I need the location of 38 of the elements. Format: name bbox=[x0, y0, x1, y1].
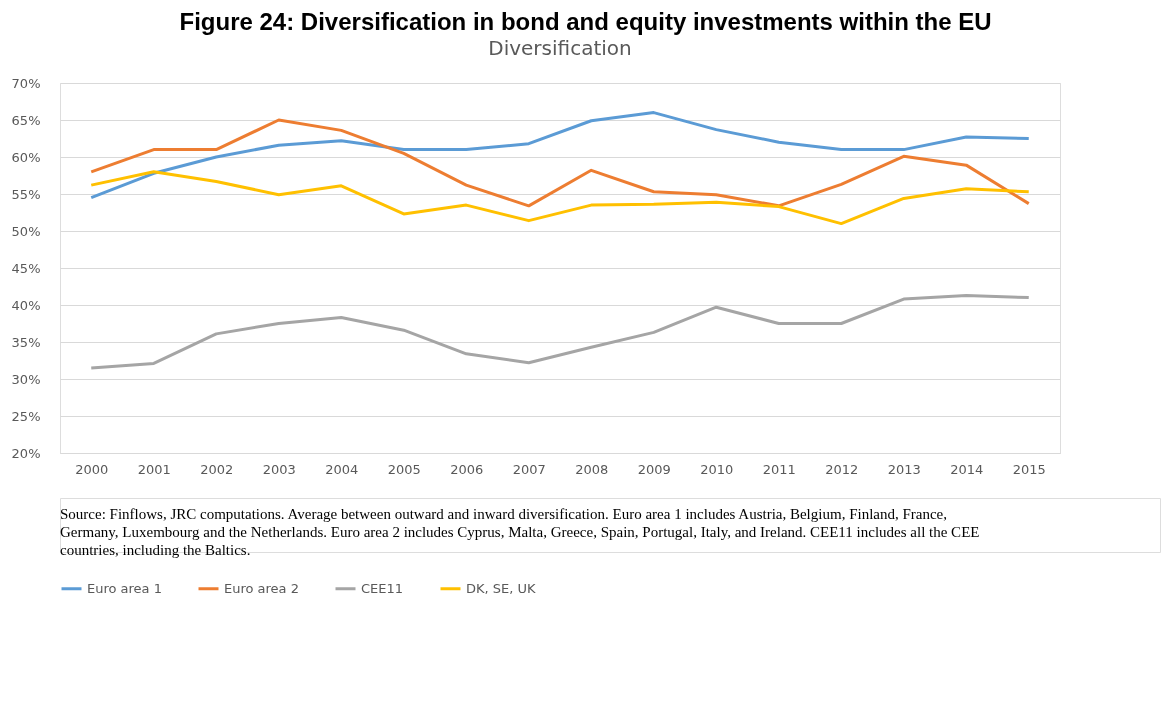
chart-subtitle: Diversification bbox=[488, 36, 632, 60]
y-tick-label: 70% bbox=[11, 75, 41, 91]
y-tick-label: 45% bbox=[11, 260, 41, 276]
y-tick-label: 25% bbox=[11, 408, 41, 424]
y-tick-label: 60% bbox=[11, 149, 41, 165]
source-note: Source: Finflows, JRC computations. Average between outward and inward diversification. Euro area 1 includes Austria, Belgium, Finland, France, Germany, Luxembourg and the Netherlands. Euro area 2 includes Cyprus, Malta, Greece, Spain, Portugal, Italy, and Ireland. CEE11 includes all the CEE countries, including the Baltics. bbox=[60, 506, 980, 558]
y-tick-label: 40% bbox=[11, 297, 41, 313]
legend-label: Euro area 1 bbox=[87, 580, 162, 596]
legend-label: Euro area 2 bbox=[224, 580, 299, 596]
y-tick-label: 55% bbox=[11, 186, 41, 202]
x-tick-label: 2013 bbox=[887, 461, 921, 477]
line-series bbox=[89, 111, 1031, 200]
line-series bbox=[89, 293, 1031, 370]
x-tick-label: 2002 bbox=[200, 461, 234, 477]
x-tick-label: 2008 bbox=[575, 461, 609, 477]
y-tick-label: 50% bbox=[11, 223, 41, 239]
x-tick-label: 2015 bbox=[1012, 461, 1046, 477]
y-tick-label: 30% bbox=[11, 371, 41, 387]
x-tick-label: 2009 bbox=[637, 461, 671, 477]
x-tick-label: 2011 bbox=[762, 461, 796, 477]
x-tick-label: 2006 bbox=[450, 461, 484, 477]
x-tick-label: 2005 bbox=[387, 461, 421, 477]
legend-label: CEE11 bbox=[361, 580, 404, 596]
x-tick-label: 2004 bbox=[325, 461, 359, 477]
x-tick-label: 2003 bbox=[262, 461, 296, 477]
chart-title: Figure 24: Diversification in bond and equity investments within the EU bbox=[179, 7, 992, 35]
x-tick-label: 2014 bbox=[950, 461, 984, 477]
x-tick-label: 2010 bbox=[700, 461, 734, 477]
y-tick-label: 65% bbox=[11, 112, 41, 128]
y-tick-label: 20% bbox=[11, 445, 41, 461]
x-tick-label: 2001 bbox=[137, 461, 171, 477]
line-series bbox=[89, 118, 1031, 208]
legend-label: DK, SE, UK bbox=[466, 580, 537, 596]
y-tick-label: 35% bbox=[11, 334, 41, 350]
line-series bbox=[89, 170, 1031, 226]
x-tick-label: 2012 bbox=[825, 461, 859, 477]
x-tick-label: 2007 bbox=[512, 461, 546, 477]
x-tick-label: 2000 bbox=[75, 461, 109, 477]
